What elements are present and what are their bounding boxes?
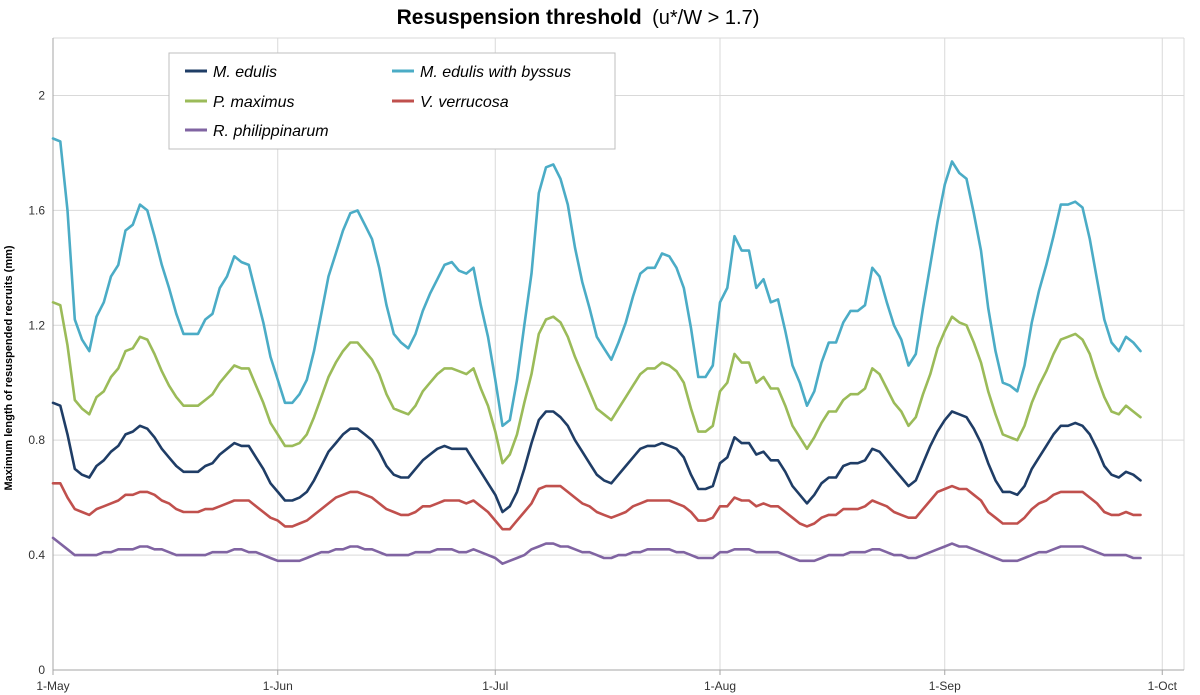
- y-tick-label: 0.8: [28, 433, 45, 447]
- chart-title-main: Resuspension threshold: [397, 6, 642, 29]
- series-line-1: [51, 401, 1142, 514]
- series-line-5: [51, 536, 1142, 566]
- x-tick-label: 1-Jul: [482, 679, 508, 693]
- chart-title: Resuspension threshold (u*/W > 1.7): [397, 6, 760, 29]
- series-line-3: [51, 300, 1142, 465]
- series-line-2: [51, 137, 1142, 428]
- x-tick-label: 1-May: [36, 679, 69, 693]
- x-tick-label: 1-Oct: [1148, 679, 1178, 693]
- axis-layer: 0 0.4 0.8 1.2 1.6 2 1-May 1-Jun 1-Jul 1-Aug 1-Sep 1…: [28, 38, 1184, 693]
- x-tick-label: 1-Jun: [263, 679, 293, 693]
- legend-label-4: V. verrucosa: [420, 94, 509, 111]
- legend-label-3: P. maximus: [213, 94, 295, 111]
- y-tick-label: 0: [38, 663, 45, 677]
- y-tick-label: 2: [38, 88, 45, 102]
- y-tick-label: 1.6: [28, 203, 45, 217]
- series-line-4: [51, 481, 1142, 531]
- legend-label-1: M. edulis: [213, 64, 277, 81]
- grid-layer: [53, 37, 1185, 670]
- y-axis-label: Maximum length of resuspended recruits (…: [3, 245, 15, 490]
- y-tick-label: 0.4: [28, 548, 45, 562]
- legend: M. edulis M. edulis with byssus P. maximus…: [168, 52, 616, 150]
- y-tick-label: 1.2: [28, 318, 45, 332]
- chart-title-subtitle: (u*/W > 1.7): [652, 7, 759, 29]
- legend-label-5: R. philippinarum: [213, 123, 329, 140]
- x-tick-label: 1-Aug: [704, 679, 736, 693]
- series-layer: [51, 137, 1142, 566]
- x-tick-label: 1-Sep: [929, 679, 961, 693]
- legend-label-2: M. edulis with byssus: [420, 64, 571, 81]
